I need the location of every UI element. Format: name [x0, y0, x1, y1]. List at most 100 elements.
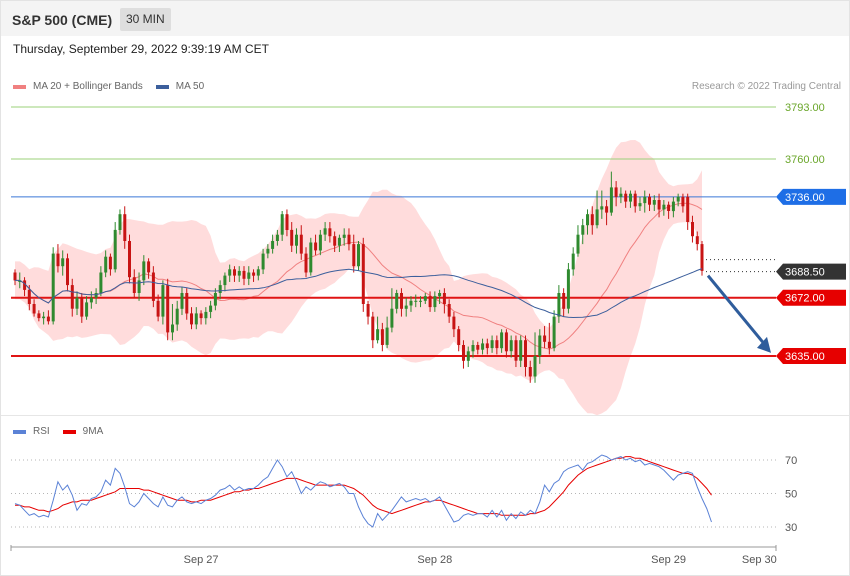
candle-body: [404, 305, 408, 309]
candle-body: [414, 300, 418, 302]
candle-body: [194, 313, 198, 325]
candle-body: [233, 269, 236, 276]
candle-body: [462, 345, 465, 361]
candle-body: [566, 269, 570, 309]
candle-body: [161, 285, 165, 317]
candle-body: [128, 241, 131, 278]
forecast-arrow-shaft: [706, 274, 767, 346]
candle-body: [209, 305, 213, 312]
rsi-tick-label-50: 50: [785, 489, 797, 501]
candle-body: [295, 234, 298, 246]
candle-body: [318, 234, 322, 251]
candle-body: [357, 244, 360, 267]
candle-body: [104, 256, 108, 273]
candle-body: [390, 308, 394, 328]
main-legend: MA 20 + Bollinger Bands MA 50: [13, 81, 204, 92]
candle-body: [94, 293, 98, 298]
candle-body: [576, 234, 580, 254]
candle-body: [667, 204, 671, 211]
candle-body: [132, 277, 136, 293]
candle-body: [190, 313, 193, 325]
candle-body: [600, 206, 604, 210]
candle-body: [223, 275, 227, 286]
legend-label-ma50: MA 50: [175, 81, 205, 92]
candle-body: [56, 253, 60, 267]
candle-body: [643, 196, 647, 204]
copyright-text: Research © 2022 Trading Central: [691, 81, 841, 92]
candle-body: [142, 261, 146, 281]
candle-body: [314, 242, 318, 251]
candle-body: [342, 234, 346, 238]
candle-body: [204, 311, 208, 319]
candle-body: [457, 329, 461, 345]
candle-body: [562, 293, 566, 309]
candle-body: [624, 193, 628, 202]
candle-body: [13, 272, 17, 281]
level-label-3672.00: 3672.00: [785, 293, 825, 305]
rsi-9ma-line: [15, 456, 712, 516]
candle-body: [514, 340, 518, 361]
candle-body: [409, 300, 413, 306]
candle-body: [500, 332, 504, 349]
candle-body: [185, 293, 189, 314]
candle-body: [633, 193, 637, 207]
candle-body: [380, 329, 384, 345]
candle-body: [400, 293, 403, 309]
candle-body: [662, 204, 666, 210]
candle-body: [18, 280, 22, 282]
candle-body: [171, 324, 174, 333]
candle-body: [261, 253, 265, 270]
candle-body: [366, 304, 370, 317]
candle-body: [99, 272, 103, 293]
legend-label-9ma: 9MA: [82, 426, 104, 437]
candle-body: [180, 293, 184, 309]
candle-body: [166, 285, 170, 333]
candle-body: [85, 302, 89, 317]
candle-body: [676, 196, 680, 202]
candle-body: [581, 225, 585, 235]
candle-body: [543, 335, 547, 342]
candle-body: [609, 187, 613, 213]
candle-body: [652, 200, 656, 205]
ma50-line: [15, 268, 703, 319]
interval-badge[interactable]: 30 MIN: [120, 8, 171, 31]
candle-body: [428, 296, 432, 308]
candle-body: [385, 327, 389, 345]
candle-body: [199, 313, 203, 319]
legend-swatch-9ma: [62, 429, 76, 434]
legend-label-ma20: MA 20 + Bollinger Bands: [33, 81, 143, 92]
candle-body: [228, 269, 232, 276]
rsi-legend: RSI 9MA: [13, 426, 103, 437]
level-label-3760.00: 3760.00: [785, 154, 825, 166]
candle-body: [256, 269, 260, 276]
candle-body: [27, 289, 31, 304]
time-tick-label: Sep 28: [417, 554, 452, 566]
candle-body: [519, 340, 523, 361]
rsi-tick-label-30: 30: [785, 522, 797, 534]
candle-body: [352, 244, 356, 267]
candle-body: [495, 340, 499, 349]
candle-body: [538, 335, 542, 356]
candle-body: [237, 270, 241, 276]
candle-body: [280, 214, 284, 235]
candle-body: [376, 329, 380, 341]
candle-body: [361, 244, 365, 304]
rsi-tick-label-70: 70: [785, 455, 797, 467]
chart-header: S&P 500 (CME) 30 MIN: [1, 1, 849, 36]
candle-body: [66, 258, 69, 286]
candle-body: [89, 297, 93, 303]
candle-body: [504, 332, 508, 352]
candle-body: [686, 196, 690, 222]
candle-body: [476, 345, 480, 350]
candle-body: [51, 253, 55, 322]
candle-body: [337, 237, 341, 246]
candle-body: [438, 293, 442, 297]
legend-swatch-ma20: [13, 84, 26, 89]
candle-body: [471, 345, 475, 352]
candle-body: [137, 280, 141, 293]
panel-divider: [1, 415, 849, 416]
level-label-3635.00: 3635.00: [785, 351, 825, 363]
candle-body: [371, 316, 375, 341]
candle-body: [213, 293, 217, 306]
candle-body: [619, 193, 623, 197]
